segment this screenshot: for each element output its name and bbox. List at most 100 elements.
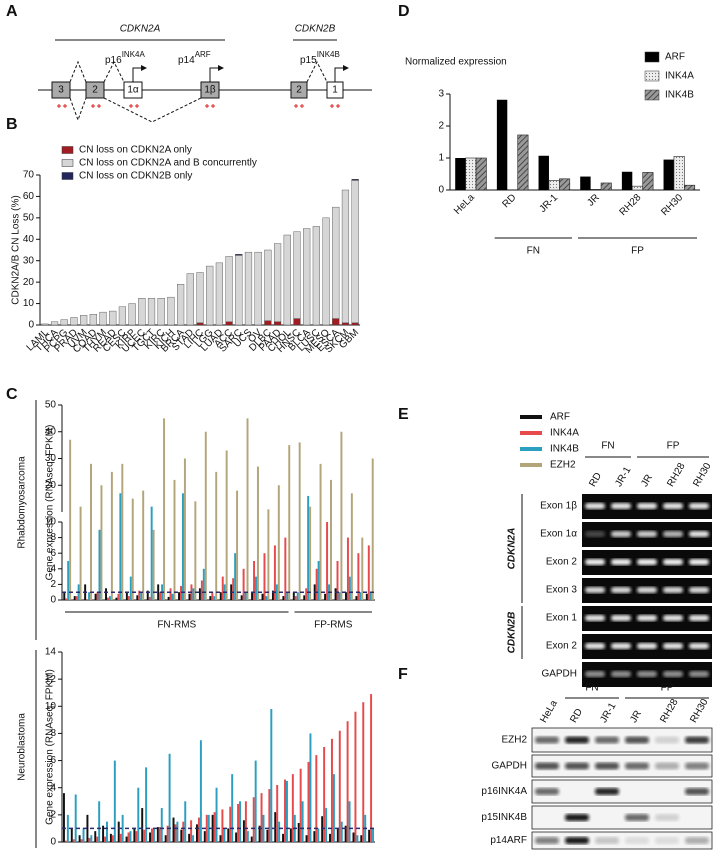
tss-arrow	[334, 65, 349, 82]
bar	[96, 592, 99, 600]
bar	[213, 596, 216, 600]
panel-label: E	[398, 406, 409, 423]
blot-band	[595, 837, 619, 844]
gene-diagram: A CDKN2A CDKN2B 3 2 1α 1β 2 1 p16INK4A p…	[6, 3, 372, 123]
bar	[174, 824, 177, 842]
bar	[285, 780, 288, 842]
y-tick-label: 50	[23, 212, 35, 223]
legend-swatch	[644, 51, 660, 63]
bar	[173, 479, 176, 600]
gel-band	[663, 503, 683, 509]
bar	[133, 828, 136, 842]
bar-segment	[341, 189, 350, 324]
blot-band	[685, 736, 709, 744]
bar	[221, 809, 224, 842]
bar	[215, 471, 218, 600]
gene-name: CDKN2A	[120, 24, 161, 35]
bar	[325, 808, 328, 842]
gel-band	[663, 531, 683, 537]
bar	[240, 595, 243, 600]
bar	[330, 479, 332, 600]
lane-label: RH30	[691, 461, 714, 489]
bar	[140, 592, 143, 600]
bar	[190, 820, 193, 842]
bar	[368, 829, 371, 842]
bar	[275, 584, 278, 600]
gel-band	[637, 559, 657, 565]
bar	[355, 596, 358, 600]
bar	[152, 828, 155, 842]
exon	[290, 81, 308, 99]
group-label: FP	[661, 683, 674, 694]
bar	[172, 817, 175, 842]
y-tick-label: 30	[23, 255, 35, 266]
bar	[121, 814, 124, 842]
promoter: p14	[178, 55, 195, 66]
bar	[346, 721, 349, 842]
gel-band	[585, 615, 605, 621]
bar	[159, 592, 162, 600]
legend-label: CN loss on CDKN2B only	[79, 171, 192, 182]
bar	[204, 431, 207, 600]
bar	[117, 821, 120, 842]
legend-swatch	[61, 146, 74, 154]
bar	[192, 588, 195, 600]
bar	[119, 493, 122, 600]
gel-band	[611, 531, 631, 537]
cohort-label: Rhabdomyosarcoma	[17, 456, 28, 549]
bar	[209, 596, 212, 600]
bar	[631, 185, 644, 191]
row-label: Exon 1β	[540, 501, 577, 512]
bar	[136, 595, 139, 600]
bar-segment	[41, 323, 49, 326]
bar	[255, 576, 257, 600]
row-label: p16INK4A	[481, 786, 527, 797]
bar	[138, 590, 141, 600]
gel-band	[585, 531, 605, 537]
bar	[183, 458, 186, 600]
bar	[291, 774, 294, 842]
bar	[370, 694, 373, 842]
bar	[94, 831, 97, 842]
bar	[207, 814, 210, 842]
blot-band	[655, 814, 679, 821]
gel-band	[689, 643, 709, 649]
row-label: Exon 1	[546, 613, 578, 624]
bar	[253, 561, 256, 600]
bar	[146, 590, 149, 600]
bar	[344, 825, 347, 842]
gel-band	[689, 503, 709, 509]
gel-band	[585, 587, 605, 593]
legend-label: INK4B	[550, 444, 579, 455]
x-tick-label: RD	[500, 192, 518, 210]
bar	[167, 596, 170, 600]
bar	[180, 585, 182, 600]
bar	[104, 836, 107, 842]
splice	[69, 97, 87, 122]
bar-segment	[332, 206, 340, 319]
x-tick-label: HeLa	[452, 192, 477, 217]
legend-label: INK4B	[665, 90, 694, 101]
blot-band	[685, 788, 709, 795]
row-label: GAPDH	[491, 761, 527, 772]
bar	[203, 831, 206, 842]
bar	[110, 471, 113, 600]
lane-label: JR	[639, 473, 655, 489]
lane-label: JR	[628, 709, 644, 725]
bar	[234, 553, 237, 600]
exon-label: 3	[58, 85, 64, 96]
bar	[276, 785, 279, 842]
gel-band	[637, 643, 657, 649]
bar	[157, 584, 160, 600]
bar	[475, 157, 487, 191]
bar	[113, 760, 116, 842]
bar	[67, 561, 70, 600]
bar-segment	[50, 321, 59, 326]
group-label: FP-RMS	[314, 620, 353, 631]
blot-band	[625, 814, 649, 821]
bar	[309, 733, 312, 842]
y-tick-label: 6	[50, 548, 56, 559]
exon-label: 2	[296, 85, 302, 96]
bar	[517, 134, 529, 191]
bar	[242, 568, 245, 600]
